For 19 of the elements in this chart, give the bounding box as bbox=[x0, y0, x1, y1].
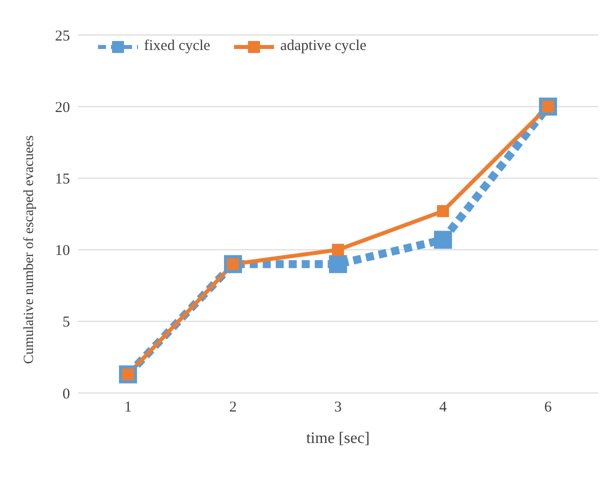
y-tick-label: 15 bbox=[55, 172, 70, 188]
x-tick-label: 4 bbox=[439, 400, 448, 416]
y-tick-label: 20 bbox=[55, 100, 70, 116]
x-tick-label: 1 bbox=[124, 400, 132, 416]
y-tick-label: 0 bbox=[62, 386, 70, 402]
legend-label: adaptive cycle bbox=[279, 38, 366, 55]
y-tick-label: 5 bbox=[62, 314, 70, 331]
y-tick-label: 10 bbox=[55, 243, 70, 260]
y-axis-title: Cumulative number of escaped evacuees bbox=[22, 135, 37, 364]
legend-label: fixed cycle bbox=[143, 38, 210, 55]
point bbox=[437, 205, 449, 218]
y-tick-label: 25 bbox=[55, 28, 70, 44]
point bbox=[332, 244, 344, 256]
x-axis-title: time [sec] bbox=[306, 430, 370, 447]
point bbox=[329, 255, 347, 274]
point bbox=[434, 230, 452, 249]
x-tick-label: 2 bbox=[229, 400, 237, 416]
x-tick-label: 3 bbox=[334, 400, 342, 416]
x-tick-label: 6 bbox=[544, 400, 552, 416]
